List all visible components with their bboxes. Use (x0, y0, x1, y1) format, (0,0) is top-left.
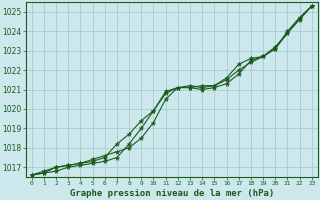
X-axis label: Graphe pression niveau de la mer (hPa): Graphe pression niveau de la mer (hPa) (69, 189, 274, 198)
